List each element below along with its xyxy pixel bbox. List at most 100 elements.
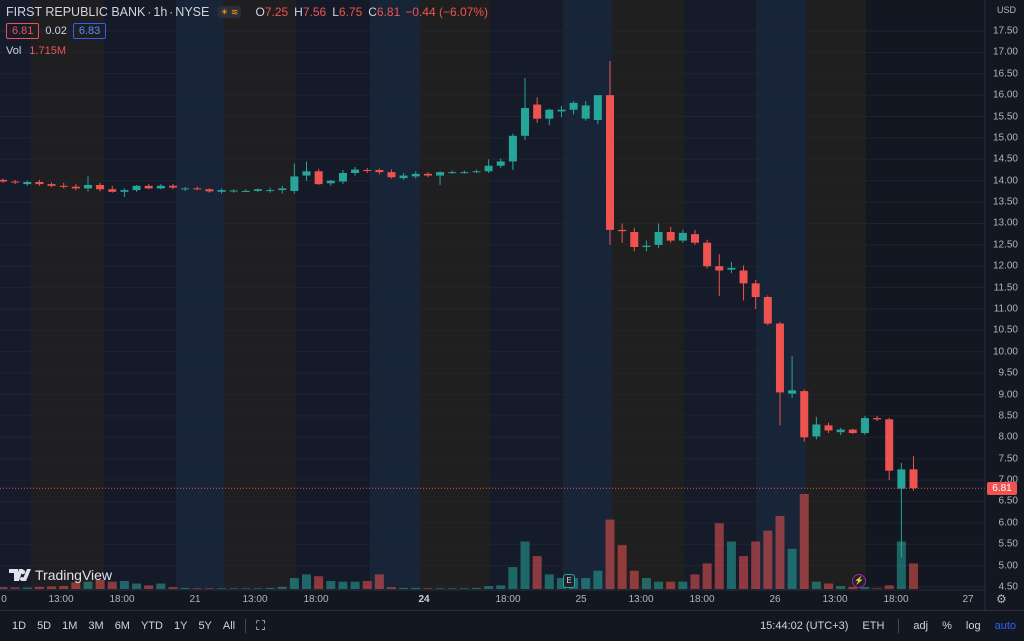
percent-toggle[interactable]: % bbox=[942, 620, 952, 632]
volume-bar bbox=[666, 581, 676, 589]
timeframe-6m-button[interactable]: 6M bbox=[114, 620, 130, 632]
volume-bar bbox=[763, 530, 773, 589]
volume-bar bbox=[775, 515, 785, 589]
symbol-name[interactable]: FIRST REPUBLIC BANK bbox=[6, 5, 146, 19]
candle-body bbox=[338, 172, 347, 182]
candle-body bbox=[788, 390, 797, 394]
session-band bbox=[866, 0, 985, 590]
candle-body bbox=[533, 104, 542, 119]
volume-bar bbox=[459, 588, 469, 589]
candle-body bbox=[569, 102, 578, 110]
candle-body bbox=[47, 184, 56, 186]
volume-bar bbox=[909, 563, 918, 589]
price-tick-label: 12.50 bbox=[992, 239, 1018, 251]
volume-bar bbox=[107, 581, 117, 589]
candle-body bbox=[557, 109, 566, 112]
earnings-marker-icon[interactable]: E bbox=[563, 574, 575, 588]
price-tick-label: 11.50 bbox=[993, 282, 1018, 294]
session-band bbox=[806, 0, 866, 590]
auto-toggle[interactable]: auto bbox=[994, 620, 1016, 632]
timeframe-5y-button[interactable]: 5Y bbox=[198, 620, 212, 632]
price-tick-label: 16.00 bbox=[992, 89, 1018, 101]
volume-bar bbox=[338, 581, 348, 589]
candle-body bbox=[690, 234, 699, 243]
volume-bar bbox=[508, 567, 518, 589]
candle-body bbox=[606, 95, 614, 230]
volume-bar bbox=[168, 587, 178, 589]
timeframe-1y-button[interactable]: 1Y bbox=[173, 620, 188, 632]
price-tick-label: 13.00 bbox=[992, 217, 1018, 229]
bid-ask-row: 6.81 0.02 6.83 bbox=[6, 23, 107, 39]
lightning-marker-icon[interactable]: ⚡ bbox=[852, 574, 866, 588]
candle-body bbox=[278, 188, 287, 191]
volume-bar bbox=[641, 578, 651, 589]
volume-bar bbox=[386, 587, 396, 589]
candle-body bbox=[484, 165, 493, 172]
volume-bar bbox=[654, 581, 664, 589]
volume-bar bbox=[119, 580, 129, 589]
timeframe-1m-button[interactable]: 1M bbox=[62, 620, 78, 632]
candle-body bbox=[460, 172, 469, 174]
price-tick-label: 7.50 bbox=[998, 453, 1018, 465]
volume-bar bbox=[811, 581, 821, 589]
candle-body bbox=[205, 189, 214, 192]
time-tick-label: 13:00 bbox=[48, 594, 74, 605]
candle-body bbox=[812, 424, 821, 437]
candle-body bbox=[666, 232, 675, 241]
session-band bbox=[563, 0, 612, 590]
price-tick-label: 9.50 bbox=[998, 367, 1018, 379]
candle-body bbox=[836, 429, 845, 433]
sell-price-button[interactable]: 6.81 bbox=[6, 23, 40, 39]
time-tick-label: 27 bbox=[962, 594, 974, 605]
candle-body bbox=[860, 418, 869, 434]
time-tick-label: 18:00 bbox=[883, 594, 909, 605]
tradingview-logo[interactable]: TradingView bbox=[9, 567, 112, 583]
volume-bar bbox=[629, 570, 639, 589]
volume-bar bbox=[556, 578, 566, 589]
volume-bar bbox=[447, 588, 457, 589]
clock-time[interactable]: 15:44:02 (UTC+3) bbox=[760, 620, 849, 632]
candle-body bbox=[387, 172, 396, 178]
market-status-icon[interactable]: ☀ ≋ bbox=[217, 6, 242, 18]
timeframe-all-button[interactable]: All bbox=[222, 620, 236, 632]
candle-body bbox=[96, 184, 105, 190]
volume-bar bbox=[848, 586, 858, 589]
gear-icon[interactable]: ⚙ bbox=[996, 592, 1007, 606]
timeframe-1d-button[interactable]: 1D bbox=[12, 620, 27, 632]
candle-body bbox=[472, 171, 481, 173]
price-tick-label: 4.50 bbox=[998, 581, 1018, 593]
candle-body bbox=[800, 391, 809, 438]
volume-value: 1.715M bbox=[29, 45, 66, 57]
timeframe-ytd-button[interactable]: YTD bbox=[140, 620, 163, 632]
candle-body bbox=[703, 242, 712, 267]
candle-body bbox=[448, 172, 457, 174]
calendar-range-icon[interactable]: ⛶ bbox=[256, 618, 266, 633]
adj-toggle[interactable]: adj bbox=[913, 620, 929, 632]
eth-toggle[interactable]: ETH bbox=[862, 620, 885, 632]
timeframe-3m-button[interactable]: 3M bbox=[88, 620, 104, 632]
candle-body bbox=[23, 181, 32, 185]
volume-bar bbox=[34, 586, 44, 589]
volume-bar bbox=[302, 574, 311, 589]
candle-body bbox=[363, 170, 372, 171]
volume-bar bbox=[289, 578, 299, 589]
log-toggle[interactable]: log bbox=[965, 620, 981, 632]
timeframe-5d-button[interactable]: 5D bbox=[37, 620, 52, 632]
price-axis[interactable]: USD 4.50 5.00 5.50 6.00 6.50 7.00 7.50 8.00 8.50… bbox=[985, 0, 1024, 600]
candle-body bbox=[83, 184, 92, 189]
time-tick-label: 25 bbox=[575, 594, 587, 605]
price-tick-label: 9.00 bbox=[998, 389, 1018, 401]
currency-label[interactable]: USD bbox=[996, 5, 1016, 15]
buy-price-button[interactable]: 6.83 bbox=[72, 23, 107, 39]
candle-body bbox=[253, 189, 262, 191]
session-band bbox=[420, 0, 490, 590]
volume-bar bbox=[896, 541, 906, 589]
price-tick-label: 10.00 bbox=[992, 346, 1018, 358]
candle-body bbox=[11, 181, 20, 183]
candle-body bbox=[108, 189, 117, 192]
candle-body bbox=[909, 469, 918, 489]
tradingview-logo-icon bbox=[9, 569, 31, 581]
price-tick-label: 17.50 bbox=[992, 25, 1018, 37]
candle-body bbox=[545, 109, 554, 119]
